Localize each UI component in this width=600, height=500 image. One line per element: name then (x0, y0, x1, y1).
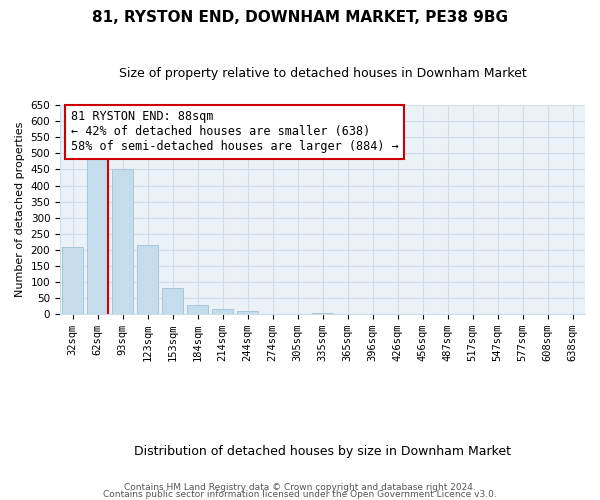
Title: Size of property relative to detached houses in Downham Market: Size of property relative to detached ho… (119, 68, 526, 80)
Text: Contains HM Land Registry data © Crown copyright and database right 2024.: Contains HM Land Registry data © Crown c… (124, 484, 476, 492)
Bar (62, 246, 83, 314)
Bar (112, 170, 133, 314)
Bar (212, 309, 233, 314)
Text: 81 RYSTON END: 88sqm
← 42% of detached houses are smaller (638)
58% of semi-deta: 81 RYSTON END: 88sqm ← 42% of detached h… (71, 110, 398, 154)
Text: 81, RYSTON END, DOWNHAM MARKET, PE38 9BG: 81, RYSTON END, DOWNHAM MARKET, PE38 9BG (92, 10, 508, 25)
Bar (187, 305, 208, 314)
Bar (137, 245, 158, 314)
Bar (237, 312, 258, 314)
Text: Contains public sector information licensed under the Open Government Licence v3: Contains public sector information licen… (103, 490, 497, 499)
Y-axis label: Number of detached properties: Number of detached properties (15, 122, 25, 298)
Bar (162, 288, 183, 314)
Bar (87, 144, 108, 314)
X-axis label: Distribution of detached houses by size in Downham Market: Distribution of detached houses by size … (134, 444, 511, 458)
